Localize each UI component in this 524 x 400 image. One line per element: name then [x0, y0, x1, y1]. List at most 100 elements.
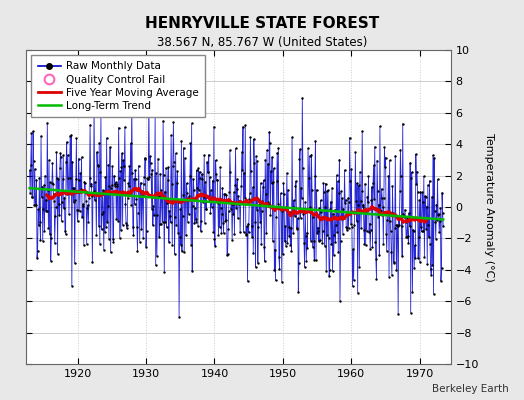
Point: [168, 241, 177, 248]
Point: [414, 234, 423, 240]
Point: [435, 229, 443, 236]
Y-axis label: Temperature Anomaly (°C): Temperature Anomaly (°C): [484, 133, 495, 281]
Point: [274, 201, 282, 208]
Point: [426, 241, 434, 247]
Point: [236, 229, 244, 235]
Point: [206, 210, 215, 216]
Point: [116, 235, 124, 241]
Point: [158, 218, 167, 225]
Point: [300, 240, 308, 247]
Point: [370, 143, 379, 150]
Point: [312, 186, 321, 193]
Point: [210, 123, 218, 130]
Point: [434, 212, 442, 218]
Point: [372, 256, 380, 262]
Point: [221, 191, 229, 197]
Point: [127, 202, 135, 209]
Point: [224, 208, 233, 214]
Point: [148, 167, 157, 173]
Point: [154, 155, 162, 162]
Point: [71, 196, 80, 203]
Point: [413, 188, 422, 195]
Point: [166, 213, 174, 219]
Point: [179, 145, 188, 151]
Point: [422, 226, 430, 233]
Point: [28, 194, 37, 200]
Point: [287, 225, 295, 231]
Point: [198, 176, 206, 182]
Point: [356, 169, 364, 175]
Point: [88, 192, 96, 199]
Point: [265, 129, 274, 135]
Point: [432, 236, 440, 242]
Point: [187, 140, 195, 146]
Point: [39, 206, 48, 212]
Point: [334, 249, 343, 256]
Point: [271, 246, 279, 253]
Point: [305, 206, 313, 213]
Point: [201, 178, 210, 185]
Point: [118, 150, 126, 156]
Point: [358, 128, 366, 135]
Point: [197, 218, 205, 225]
Point: [359, 201, 367, 208]
Point: [117, 227, 125, 234]
Point: [309, 213, 318, 220]
Point: [184, 211, 193, 217]
Point: [344, 224, 353, 231]
Point: [361, 180, 369, 187]
Point: [176, 233, 184, 240]
Point: [369, 180, 377, 186]
Point: [387, 228, 395, 234]
Point: [111, 181, 119, 187]
Point: [34, 248, 42, 254]
Point: [333, 229, 341, 236]
Point: [294, 260, 303, 266]
Point: [215, 224, 224, 230]
Point: [295, 156, 303, 162]
Point: [316, 237, 324, 244]
Point: [428, 194, 436, 200]
Point: [40, 182, 48, 188]
Point: [182, 232, 190, 239]
Point: [423, 260, 431, 267]
Point: [47, 234, 56, 241]
Point: [373, 157, 381, 164]
Point: [253, 158, 261, 164]
Point: [252, 153, 260, 160]
Point: [95, 140, 103, 146]
Point: [183, 190, 191, 196]
Point: [206, 174, 214, 180]
Point: [315, 238, 323, 244]
Point: [303, 229, 311, 236]
Point: [76, 170, 84, 177]
Point: [62, 139, 71, 145]
Point: [51, 213, 60, 219]
Point: [379, 240, 388, 247]
Point: [254, 224, 263, 230]
Point: [56, 165, 64, 172]
Point: [160, 268, 168, 275]
Point: [65, 211, 73, 218]
Point: [401, 219, 410, 225]
Point: [244, 220, 253, 227]
Point: [361, 241, 369, 248]
Point: [162, 164, 170, 171]
Point: [288, 204, 297, 210]
Point: [388, 183, 397, 189]
Point: [408, 169, 416, 175]
Point: [217, 229, 225, 236]
Point: [35, 222, 43, 229]
Point: [223, 251, 232, 257]
Point: [181, 196, 190, 203]
Point: [308, 187, 316, 193]
Point: [394, 223, 402, 229]
Point: [63, 152, 72, 158]
Point: [222, 192, 231, 198]
Point: [196, 228, 205, 234]
Point: [318, 240, 326, 246]
Point: [144, 175, 152, 182]
Point: [280, 238, 289, 245]
Point: [380, 195, 388, 201]
Point: [104, 202, 112, 209]
